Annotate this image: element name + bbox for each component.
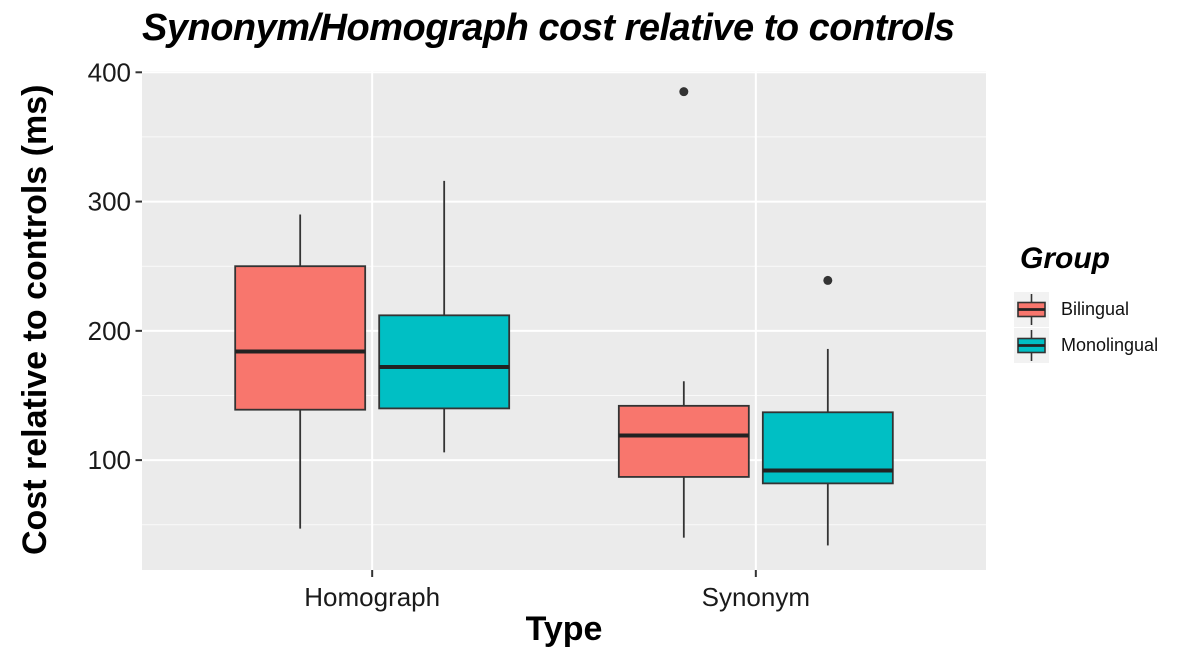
- boxplot-box: [617, 404, 750, 478]
- boxplot-box: [378, 314, 511, 410]
- boxplot-box: [761, 411, 894, 485]
- legend-entry-monolingual: Monolingual: [1014, 328, 1158, 363]
- x-tick-label: Homograph: [304, 582, 440, 612]
- y-axis-title: Cost relative to controls (ms): [16, 84, 54, 555]
- y-tick-label: 200: [88, 316, 131, 346]
- legend-entry-label: Monolingual: [1061, 335, 1159, 355]
- chart-title: Synonym/Homograph cost relative to contr…: [142, 7, 955, 49]
- legend-key-boxplot-icon: [1014, 328, 1049, 363]
- legend-entry-label: Bilingual: [1061, 299, 1130, 319]
- legend-entries: Bilingual Monolingual: [1014, 292, 1158, 363]
- legend-key-boxplot-icon: [1014, 292, 1049, 327]
- legend: Group Bilingual Monolingual: [1014, 242, 1158, 364]
- y-tick-label: 300: [88, 187, 131, 217]
- outlier-point: [679, 87, 689, 97]
- y-tick-label: 400: [88, 57, 131, 87]
- y-tick-label: 100: [88, 445, 131, 475]
- x-tick-label: Synonym: [702, 582, 810, 612]
- outlier-point: [823, 275, 833, 285]
- legend-title: Group: [1020, 242, 1110, 275]
- legend-entry-bilingual: Bilingual: [1014, 292, 1158, 327]
- boxplot-box: [234, 265, 367, 411]
- x-axis-title: Type: [525, 610, 603, 648]
